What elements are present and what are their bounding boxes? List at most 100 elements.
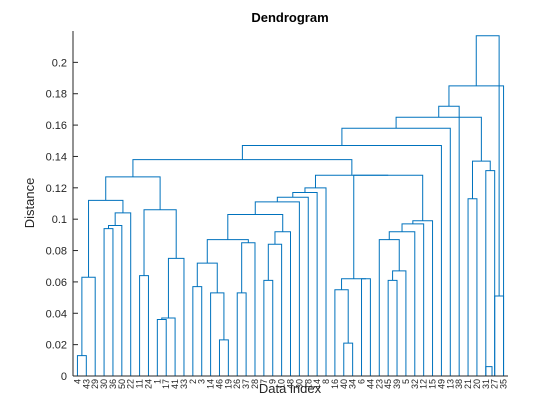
leaf-label: 33 — [179, 379, 189, 389]
leaf-label: 44 — [365, 379, 375, 389]
leaf-label: 34 — [348, 379, 358, 389]
dendrogram-link — [388, 231, 416, 376]
dendrogram-link — [156, 319, 167, 376]
leaf-label: 14 — [206, 379, 216, 389]
dendrogram-link — [210, 292, 225, 376]
dendrogram-link — [401, 223, 425, 376]
y-tick-label: 0.1 — [52, 214, 67, 226]
dendrogram-root-link — [475, 35, 500, 297]
leaf-labels: 4432930365022112411741332314461926372879… — [72, 379, 508, 389]
leaf-label: 5 — [401, 379, 411, 384]
leaf-label: 41 — [170, 379, 180, 389]
dendrogram-link — [395, 116, 482, 162]
dendrogram-link — [387, 279, 398, 376]
leaf-label: 29 — [90, 379, 100, 389]
leaf-label: 14 — [312, 379, 322, 389]
dendrogram-link — [76, 355, 87, 376]
dendrogram-link — [412, 220, 434, 376]
dendrogram-link — [114, 212, 132, 376]
dendrogram-link — [267, 243, 283, 376]
leaf-label: 22 — [126, 379, 136, 389]
leaf-label: 11 — [135, 379, 145, 388]
leaf-label: 7 — [259, 379, 269, 384]
leaf-label: 6 — [357, 379, 367, 384]
dendrogram-link — [167, 257, 185, 376]
leaf-label: 48 — [286, 379, 296, 389]
leaf-label: 24 — [143, 379, 153, 389]
dendrogram-link — [103, 228, 114, 376]
dendrogram-link — [341, 127, 451, 376]
leaf-label: 21 — [463, 379, 473, 389]
dendrogram-link — [485, 170, 496, 376]
dendrogram-link — [263, 279, 274, 376]
leaf-label: 19 — [223, 379, 233, 389]
dendrogram-link — [494, 295, 505, 376]
dendrogram-link — [292, 192, 318, 376]
dendrogram-link — [361, 278, 371, 376]
dendrogram-link — [132, 159, 353, 177]
leaf-label: 8 — [321, 379, 331, 384]
dendrogram-link — [218, 339, 229, 376]
dendrogram-link — [378, 239, 400, 376]
leaf-label: 40 — [339, 379, 349, 389]
dendrogram-link — [236, 292, 247, 376]
leaf-label: 36 — [108, 379, 118, 389]
y-tick-label: 0.04 — [46, 308, 67, 320]
dendrogram-link — [274, 231, 291, 376]
dendrogram-link — [343, 342, 354, 376]
leaf-label: 12 — [419, 379, 429, 389]
y-tick-label: 0.2 — [52, 57, 67, 69]
dendrogram-link — [254, 201, 300, 376]
leaf-label: 49 — [436, 379, 446, 389]
dendrogram-link — [241, 242, 256, 376]
leaf-label: 10 — [277, 379, 287, 389]
dendrogram-link — [139, 275, 149, 376]
leaf-label: 35 — [499, 379, 509, 389]
y-axis-label: Distance — [22, 178, 37, 229]
leaf-label: 50 — [117, 379, 127, 389]
leaf-label: 43 — [81, 379, 91, 389]
leaf-label: 18 — [303, 379, 313, 389]
leaf-label: 27 — [490, 379, 500, 389]
y-ticks: 0 0.02 0.04 0.06 0.08 0.1 0.12 0.14 0.16 0.18 0.2 — [46, 57, 78, 383]
dendrogram-link — [143, 209, 177, 276]
dendrogram-link — [471, 160, 491, 199]
dendrogram-link — [88, 199, 124, 278]
dendrogram-link — [108, 224, 123, 376]
leaf-label: 46 — [214, 379, 224, 389]
dendrogram-link — [485, 366, 493, 376]
y-tick-label: 0.02 — [46, 340, 67, 352]
leaf-label: 13 — [445, 379, 455, 389]
leaf-label: 26 — [232, 379, 242, 389]
dendrogram-link — [448, 85, 505, 376]
dendrogram-link — [105, 176, 161, 210]
leaf-label: 23 — [374, 379, 384, 389]
leaf-label: 16 — [330, 379, 340, 389]
leaf-label: 20 — [472, 379, 482, 389]
leaf-label: 4 — [72, 379, 82, 384]
y-tick-label: 0 — [61, 371, 67, 383]
leaf-label: 31 — [481, 379, 491, 389]
y-tick-label: 0.16 — [46, 120, 67, 132]
y-tick-label: 0.14 — [46, 151, 67, 163]
dendrogram-link — [81, 276, 96, 376]
dendrogram-link — [241, 144, 442, 376]
leaf-label: 3 — [197, 379, 207, 384]
leaf-label: 37 — [241, 379, 251, 389]
leaf-label: 17 — [161, 379, 171, 389]
x-axis-label: Data index — [259, 381, 322, 396]
dendrogram-link — [341, 278, 366, 290]
dendrogram-link — [467, 198, 478, 376]
leaf-label: 9 — [268, 379, 278, 384]
leaf-label: 30 — [99, 379, 109, 389]
dendrogram-link — [161, 317, 176, 376]
leaf-label: 15 — [428, 379, 438, 389]
dendrogram-link — [192, 286, 203, 376]
leaf-label: 2 — [188, 379, 198, 384]
dendrogram-link — [392, 270, 407, 376]
chart-title: Dendrogram — [251, 10, 328, 25]
leaf-label: 39 — [392, 379, 402, 389]
dendrogram-link — [353, 174, 424, 279]
dendrogram-link — [196, 262, 218, 293]
y-tick-label: 0.06 — [46, 277, 67, 289]
